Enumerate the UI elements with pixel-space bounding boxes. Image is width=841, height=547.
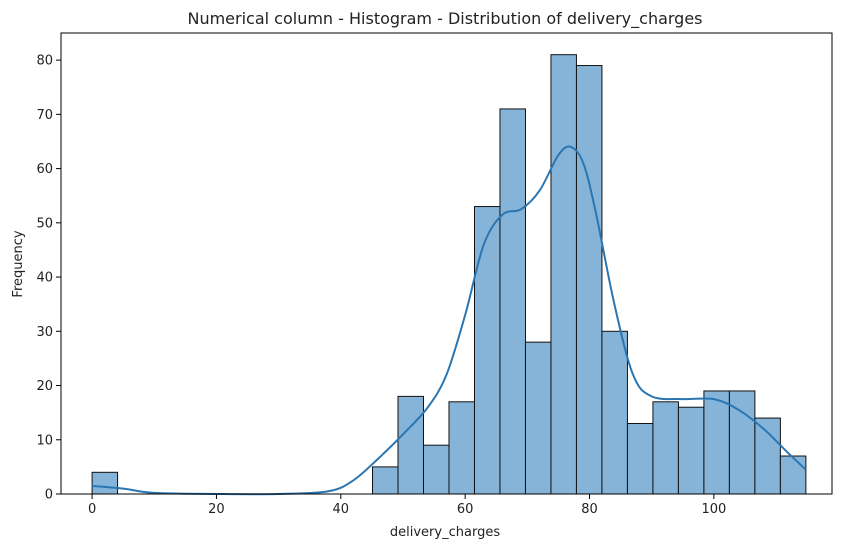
histogram-bar-0 [91, 471, 119, 495]
histogram-bar-5 [473, 206, 501, 495]
histogram-bar-4 [448, 401, 475, 495]
histogram-bar-13 [677, 406, 705, 495]
kde-line [92, 145, 807, 496]
x-tick-label: 0 [88, 502, 96, 517]
x-tick-label: 20 [208, 502, 225, 517]
x-tick-label: 40 [333, 502, 350, 517]
chart-title: Numerical column - Histogram - Distribut… [187, 9, 702, 29]
y-tick-label: 20 [36, 379, 53, 394]
x-tick-label: 60 [457, 502, 474, 517]
y-tick-label: 60 [36, 162, 53, 177]
histogram-bar-1 [372, 466, 399, 495]
histogram-bar-2 [397, 395, 424, 495]
histogram-bar-16 [754, 417, 781, 495]
y-axis-label: Frequency [11, 230, 26, 297]
histogram-bar-17 [779, 455, 807, 495]
y-axis-ticks: 0 10 20 30 40 50 60 70 80 [36, 54, 61, 503]
histogram-bar-10 [601, 330, 628, 495]
histogram-bar-8 [550, 54, 577, 495]
bars-group [91, 54, 807, 495]
x-axis-label: delivery_charges [390, 525, 500, 540]
histogram-bar-7 [524, 341, 552, 495]
histogram-bar-3 [422, 444, 450, 495]
histogram-bar-11 [626, 422, 654, 495]
x-axis-ticks: 0 20 40 60 80 100 [88, 494, 726, 517]
y-tick-label: 40 [36, 271, 53, 286]
plot-frame [60, 32, 833, 495]
y-tick-label: 50 [36, 216, 53, 231]
histogram-bar-12 [652, 401, 679, 495]
histogram-bar-14 [703, 390, 730, 495]
histogram-bar-9 [575, 65, 603, 495]
y-tick-label: 10 [36, 433, 53, 448]
histogram-bar-6 [499, 108, 526, 495]
y-tick-label: 30 [36, 325, 53, 340]
x-tick-label: 100 [701, 502, 726, 517]
y-tick-label: 80 [36, 54, 53, 69]
y-tick-label: 0 [45, 488, 53, 503]
x-tick-label: 80 [581, 502, 598, 517]
y-tick-label: 70 [36, 108, 53, 123]
